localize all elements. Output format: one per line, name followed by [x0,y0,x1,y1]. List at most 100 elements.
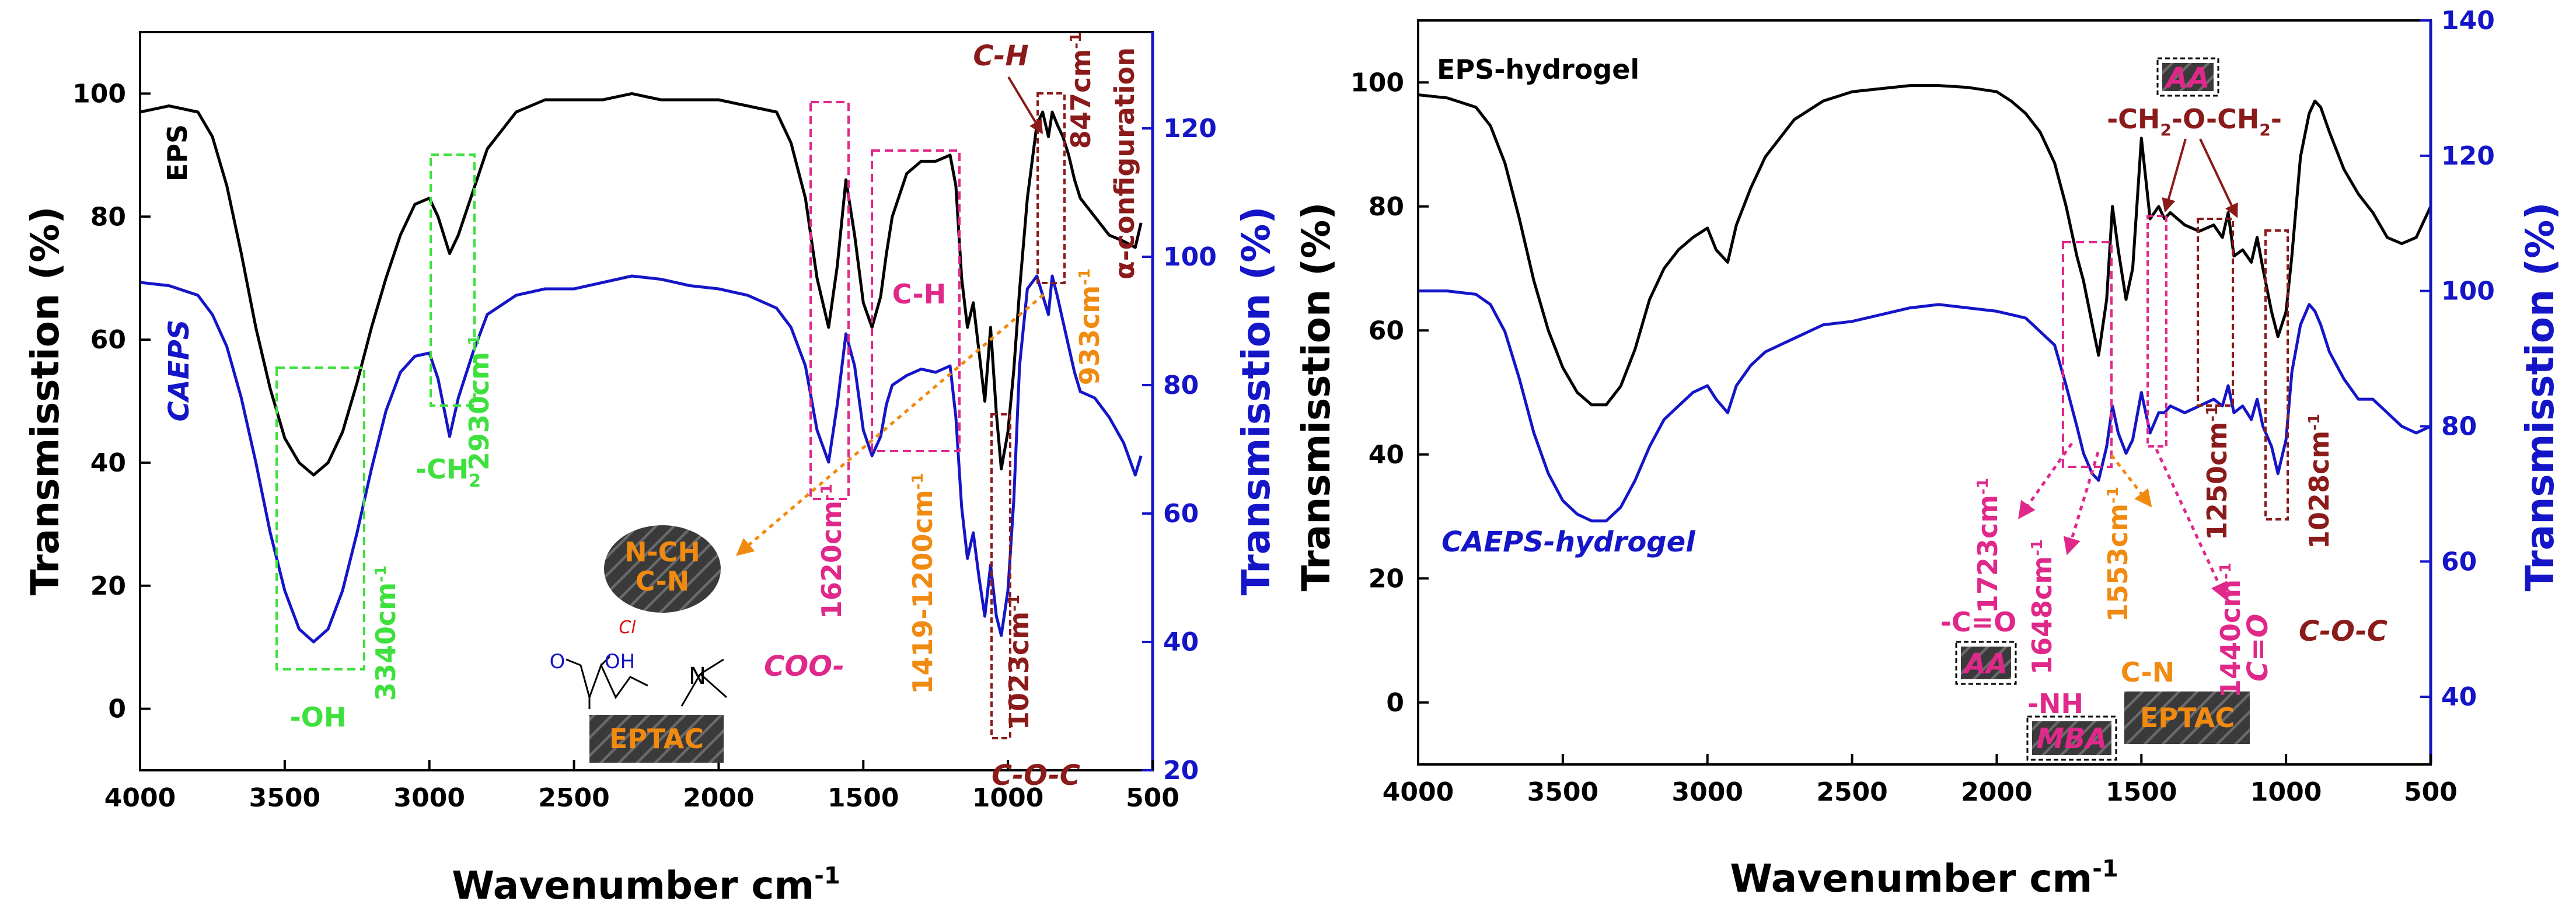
left-box-coo [809,101,850,500]
right-label-1648: 1648cm-1 [2026,539,2058,675]
left-x-tick-label: 1000 [972,783,1043,813]
left-nch-badge [604,525,721,613]
left-label-oh: -OH [290,701,347,733]
left-x-axis-title: Wavenumber cm-1 [452,862,840,908]
left-label-2930: 2930cm-1 [463,335,495,470]
left-label-933: 933cm-1 [1074,268,1105,385]
left-label-eps: EPS [162,124,193,181]
right-y2-tick-label: 80 [2441,411,2477,441]
right-y2-tick-label: 100 [2441,277,2495,306]
right-x-tick-label: 500 [2404,777,2458,807]
right-series-layer [1418,84,2432,523]
left-eptac-badge [589,715,724,763]
left-y-axis-title: Transmisstion (%) [23,206,68,595]
left-label-ch-top: C-H [973,40,1028,72]
left-mol-n: N [689,663,706,690]
left-x-tick-label: 3000 [393,783,465,813]
right-series-line-blue [1418,289,2432,523]
right-label-1723: 1723cm-1 [1972,478,2003,613]
left-y2-tick-label: 100 [1163,242,1217,272]
left-box-ch2 [430,153,476,407]
right-y-tick-label: 20 [1369,564,1404,593]
right-x-tick-label: 1500 [2106,777,2177,807]
left-label-nch: N-CH [624,536,700,568]
right-eptac-badge [2124,692,2250,744]
right-aa-bot-fill [1961,647,2011,679]
right-label-caeps: CAEPS-hydrogel [1441,526,1695,558]
left-y-tick-label: 0 [108,694,126,724]
right-box-1028 [2264,229,2289,521]
right-arrow-1553 [2110,454,2152,508]
right-y-tick-label: 80 [1369,192,1404,222]
left-label-coo: COO- [764,650,844,683]
left-y-tick-label: 80 [90,202,126,232]
left-chart: 4000 3500 3000 2500 2000 1500 1000 500 0 20 40 60 80… [23,31,1279,908]
right-label-co1: -C=O [1940,606,2017,638]
right-y-tick-label: 40 [1369,440,1404,470]
left-label-coc: C-O-C [992,759,1080,792]
left-y2-tick-label: 40 [1163,627,1199,657]
right-arrow-1648 [2063,452,2100,556]
right-arrow-ether-l [2162,138,2187,213]
left-plot-frame [139,31,1154,771]
right-x-tick-label: 1000 [2250,777,2322,807]
right-x-tick-label: 3000 [1671,777,1743,807]
right-label-1028: 1028cm-1 [2303,414,2335,549]
right-box-1250 [2197,218,2234,407]
right-box-1440 [2146,215,2167,448]
left-box-847 [1036,92,1066,284]
left-label-alpha: α-configuration [1109,47,1140,280]
left-box-oh [275,366,365,670]
left-y-tick-label: 20 [90,571,126,601]
left-label-1620: 1620cm-1 [816,484,847,619]
left-label-1419: 1419-1200cm-1 [907,473,938,694]
right-arrow-1723 [2018,442,2074,519]
left-y2-tick-label: 60 [1163,499,1199,529]
right-y2-tick-label: 60 [2441,547,2477,577]
left-y2-axis-title: Transmisstion (%) [1234,206,1279,595]
left-y2-tick-label: 20 [1163,756,1199,785]
left-x-tick-label: 500 [1126,783,1179,813]
left-y-tick-label: 60 [90,325,126,355]
right-y2-tick-label: 140 [2441,6,2495,36]
right-ticks-layer: 4000 3500 3000 2500 2000 1500 1000 500 0 20 40 60 80… [1350,6,2495,807]
right-x-tick-label: 2000 [1961,777,2032,807]
right-x-tick-label: 2500 [1816,777,1887,807]
right-label-aa-bot: AA [1962,648,2008,680]
right-chart: 4000 3500 3000 2500 2000 1500 1000 500 0 20 40 60 80… [1294,6,2563,901]
left-arrow-nch [735,294,1045,556]
left-x-tick-label: 3500 [249,783,320,813]
right-label-nh: -NH [2027,688,2083,720]
right-y2-axis-title: Transmisstion (%) [2518,202,2563,591]
right-mba-fill [2032,721,2111,755]
left-mol-cl: Cl [619,617,636,638]
right-y-tick-label: 100 [1350,68,1404,97]
left-y2-tick-label: 120 [1163,114,1217,144]
right-label-1250: 1250cm-1 [2201,405,2233,540]
left-box-ch [871,149,961,452]
left-label-caeps: CAEPS [163,320,196,422]
left-mol-o: O [550,650,566,673]
left-label-eptac: EPTAC [609,723,704,755]
right-y-tick-label: 0 [1386,688,1404,718]
right-label-cn: C-N [2121,656,2174,688]
right-y2-tick-label: 40 [2441,682,2477,712]
left-mol-oh: OH [605,650,635,673]
left-x-tick-label: 4000 [104,783,176,813]
right-label-eptac: EPTAC [2140,702,2235,734]
right-box-co [2062,241,2113,468]
left-eptac-molecule [566,655,727,709]
left-ticks-layer: 4000 3500 3000 2500 2000 1500 1000 500 0 20 40 60 80… [72,79,1217,813]
right-x-tick-label: 4000 [1383,777,1454,807]
right-y-axis-title: Transmisstion (%) [1294,202,1339,591]
right-label-coc: C-O-C [2299,615,2387,648]
right-aa-top-fill [2162,63,2214,91]
left-arrow-ch [1007,76,1043,135]
right-x-axis-title: Wavenumber cm-1 [1730,855,2118,901]
left-x-tick-label: 1500 [828,783,899,813]
left-label-3340: 3340cm-1 [370,565,402,701]
right-label-mba: MBA [2036,722,2107,755]
right-label-co2: C=O [2242,614,2274,682]
left-label-ch: C-H [892,278,946,310]
